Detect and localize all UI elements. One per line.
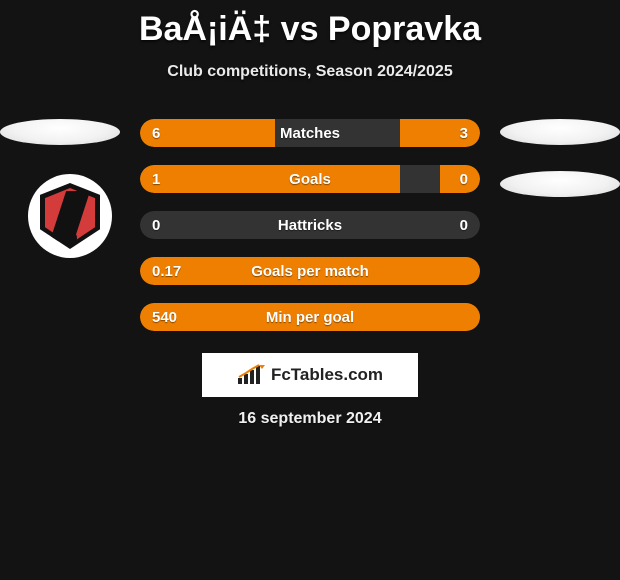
stat-row: 63Matches xyxy=(140,119,480,147)
page-title: BaÅ¡iÄ‡ vs Popravka xyxy=(0,0,620,49)
stat-row: 10Goals xyxy=(140,165,480,193)
stat-label: Min per goal xyxy=(140,303,480,331)
date-text: 16 september 2024 xyxy=(0,410,620,428)
player-left-badge-placeholder xyxy=(0,119,120,145)
stat-label: Hattricks xyxy=(140,211,480,239)
stat-label: Goals per match xyxy=(140,257,480,285)
stat-label: Matches xyxy=(140,119,480,147)
stat-row: 540Min per goal xyxy=(140,303,480,331)
stat-label: Goals xyxy=(140,165,480,193)
source-brand-text: FcTables.com xyxy=(271,365,383,385)
player-left-club-logo xyxy=(28,174,112,258)
fctables-logo-icon xyxy=(237,364,267,386)
stat-row: 00Hattricks xyxy=(140,211,480,239)
stat-row: 0.17Goals per match xyxy=(140,257,480,285)
subtitle: Club competitions, Season 2024/2025 xyxy=(0,63,620,81)
player-right-club-placeholder xyxy=(500,171,620,197)
player-right-badge-placeholder xyxy=(500,119,620,145)
stat-rows: 63Matches 10Goals 00Hattricks 0.17Goals per… xyxy=(140,119,480,349)
source-badge: FcTables.com xyxy=(202,353,418,397)
